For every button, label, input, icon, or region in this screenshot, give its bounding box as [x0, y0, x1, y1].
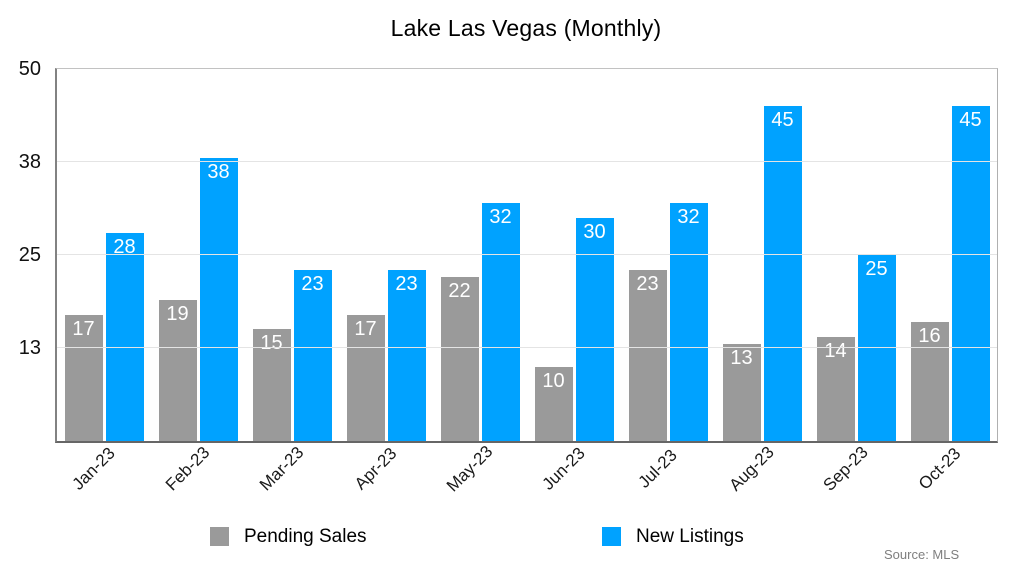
gridline — [57, 254, 997, 255]
bar-pending-sales: 13 — [722, 344, 761, 441]
bar-value-label: 23 — [636, 272, 659, 295]
bar-new-listings: 45 — [763, 106, 802, 441]
bar-new-listings: 30 — [575, 217, 614, 441]
x-tick-label: Aug-23 — [725, 442, 778, 495]
bar-value-label: 17 — [72, 317, 95, 340]
category-group-aug-23: 13 45 Aug-23 — [715, 69, 809, 495]
bar-value-label: 22 — [448, 280, 471, 303]
bar-new-listings: 23 — [387, 269, 426, 441]
bar-value-label: 10 — [542, 369, 565, 392]
bar-value-label: 25 — [865, 258, 888, 280]
bar-pending-sales: 14 — [816, 336, 855, 441]
bar-pending-sales: 19 — [158, 299, 197, 441]
category-group-jan-23: 17 28 Jan-23 — [57, 69, 151, 494]
y-tick-label: 25 — [18, 244, 41, 266]
x-tick-label: Feb-23 — [161, 442, 214, 495]
bar-value-label: 14 — [824, 339, 847, 362]
category-group-may-23: 22 32 May-23 — [433, 69, 527, 495]
bar-value-label: 45 — [959, 109, 982, 132]
bar-value-label: 23 — [301, 272, 324, 295]
legend-item-new-listings: New Listings — [602, 527, 744, 546]
bar-value-label: 15 — [260, 332, 283, 355]
y-tick-label: 38 — [18, 151, 41, 173]
bar-pending-sales: 16 — [910, 321, 949, 441]
bar-pending-sales: 17 — [64, 314, 103, 441]
plot-area: 17 28 Jan-23 19 38 Feb-23 15 23 Mar-23 17 23 Apr-23… — [19, 59, 998, 495]
bar-new-listings: 32 — [481, 202, 520, 441]
bar-value-label: 13 — [730, 347, 753, 370]
bar-pending-sales: 22 — [440, 277, 479, 441]
category-group-oct-23: 16 45 Oct-23 — [903, 69, 997, 493]
bar-new-listings: 38 — [199, 158, 238, 441]
bar-value-label: 23 — [395, 272, 418, 295]
category-group-mar-23: 15 23 Mar-23 — [245, 69, 339, 494]
legend: Pending Sales New Listings — [0, 527, 1024, 549]
x-tick-label: Apr-23 — [350, 443, 401, 494]
category-group-apr-23: 17 23 Apr-23 — [339, 69, 433, 493]
bar-new-listings: 28 — [105, 232, 144, 441]
bar-value-label: 16 — [918, 324, 941, 347]
bar-value-label: 30 — [583, 220, 606, 243]
legend-swatch-new-listings — [602, 527, 621, 546]
bar-value-label: 32 — [489, 205, 512, 228]
bar-new-listings: 25 — [857, 255, 896, 441]
x-tick-label: Sep-23 — [819, 442, 872, 495]
bar-pending-sales: 17 — [346, 314, 385, 441]
bar-value-label: 19 — [166, 302, 189, 325]
bar-value-label: 32 — [677, 205, 700, 228]
legend-label: Pending Sales — [244, 526, 367, 547]
category-group-jul-23: 23 32 Jul-23 — [621, 69, 715, 492]
y-tick-label: 50 — [18, 58, 41, 80]
bar-pending-sales: 10 — [534, 366, 573, 441]
x-tick-label: Jan-23 — [68, 443, 119, 494]
bar-new-listings: 45 — [951, 106, 990, 441]
x-tick-label: May-23 — [442, 441, 497, 496]
chart-title: Lake Las Vegas (Monthly) — [390, 15, 662, 41]
legend-label: New Listings — [636, 526, 744, 547]
x-tick-label: Jun-23 — [538, 443, 589, 494]
bar-pending-sales: 23 — [628, 269, 667, 441]
category-group-jun-23: 10 30 Jun-23 — [527, 69, 621, 494]
bar-value-label: 17 — [354, 317, 377, 340]
legend-swatch-pending-sales — [210, 527, 229, 546]
x-tick-label: Oct-23 — [914, 443, 965, 494]
bar-new-listings: 32 — [669, 202, 708, 441]
bar-pending-sales: 15 — [252, 329, 291, 441]
bar-value-label: 28 — [113, 235, 136, 258]
x-tick-label: Mar-23 — [255, 442, 308, 495]
bar-groups: 17 28 Jan-23 19 38 Feb-23 15 23 Mar-23 17 23 Apr-23… — [57, 69, 997, 495]
category-group-sep-23: 14 25 Sep-23 — [809, 69, 903, 495]
category-group-feb-23: 19 38 Feb-23 — [151, 69, 245, 494]
x-tick-label: Jul-23 — [634, 445, 681, 492]
bar-value-label: 45 — [771, 109, 794, 132]
legend-item-pending-sales: Pending Sales — [210, 527, 367, 546]
y-tick-label: 13 — [18, 337, 41, 359]
source-note: Source: MLS — [884, 547, 960, 562]
bar-value-label: 38 — [207, 161, 230, 184]
gridline — [57, 347, 997, 348]
gridline — [57, 161, 997, 162]
bar-new-listings: 23 — [293, 269, 332, 441]
